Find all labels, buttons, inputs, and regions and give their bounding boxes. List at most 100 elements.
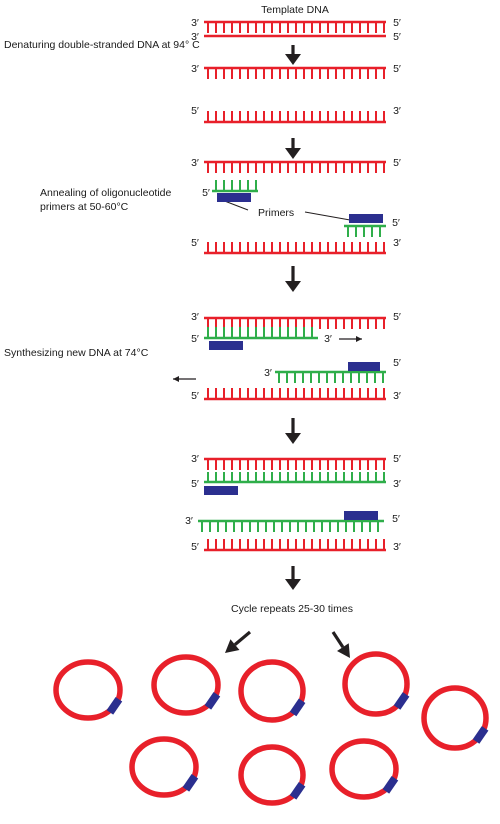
plasmid-8: [329, 738, 399, 800]
plasmids-group: [53, 651, 489, 806]
plasmid-ring: [238, 659, 306, 723]
step-synthesizing-label: Synthesizing new DNA at 74°C: [4, 347, 149, 359]
dna-strands-group: 3′ 5′ 3′ 5′ 3′ 5′ 5′ 3′ 3′ 5′ 5′ 5′ 5′ 3′ 3′ 5′ 5′ 3′ 3′ 5′…: [185, 17, 401, 553]
primer-left-5-label: 5′: [202, 187, 210, 199]
extension-arrow-right-head: [356, 336, 362, 342]
plasmid-insert: [472, 726, 489, 744]
plasmid-ring: [329, 738, 399, 800]
synth-primer-left-block: [209, 341, 243, 350]
arrow-down-3-head: [285, 281, 301, 292]
anneal-bottom-5-label: 5′: [191, 237, 199, 249]
primer-left-block: [217, 193, 251, 202]
arrow-down-4-head: [285, 433, 301, 444]
primer-pointer-right: [304, 211, 351, 221]
plasmid-insert: [182, 773, 199, 792]
plasmid-ring: [53, 659, 123, 721]
plasmid-ring: [342, 651, 410, 717]
plasmid-insert: [382, 775, 399, 794]
arrow-down-2: [285, 138, 301, 159]
plasmid-5: [421, 685, 489, 751]
step-annealing-label-line1: Annealing of oligonucleotide: [40, 187, 172, 199]
arrows-group: [173, 45, 362, 658]
template-bottom-3-label: 3′: [191, 31, 199, 43]
anneal-bottom-3-label: 3′: [393, 237, 401, 249]
synth-bottom-strand: [204, 388, 386, 401]
final-a-primer-block: [204, 486, 238, 495]
plasmid-ring: [421, 685, 489, 751]
final-b-new-3-label: 3′: [185, 515, 193, 527]
final-a-new-5-label: 5′: [191, 478, 199, 490]
plasmid-insert: [204, 691, 221, 710]
anneal-top-3-label: 3′: [191, 157, 199, 169]
synth-bottom-new-3-label: 3′: [264, 367, 272, 379]
arrow-down-4: [285, 418, 301, 444]
arrow-down-5: [285, 566, 301, 590]
primer-right-block: [349, 214, 383, 223]
primer-right-strand: [344, 224, 386, 237]
step-annealing-label-line2: primers at 50-60°C: [40, 201, 129, 213]
plasmid-1: [53, 659, 123, 721]
template-top-5-label: 5′: [393, 17, 401, 29]
final-a-top-5-label: 5′: [393, 453, 401, 465]
plasmid-2: [151, 654, 221, 716]
synth-new-3-label: 3′: [324, 333, 332, 345]
arrow-down-1-head: [285, 54, 301, 65]
arrow-diagonal-right-head: [337, 643, 350, 658]
synth-new-5-label: 5′: [191, 333, 199, 345]
plasmid-insert: [289, 781, 306, 800]
arrow-down-3: [285, 266, 301, 292]
synth-top-5-label: 5′: [393, 311, 401, 323]
template-top-strand: [204, 20, 386, 33]
final-b-bottom-strand: [204, 539, 386, 552]
arrow-down-5-head: [285, 579, 301, 590]
synth-bottom-3-label: 3′: [393, 390, 401, 402]
denatured-top-5-label: 5′: [393, 63, 401, 75]
synth-bottom-new-5-label: 5′: [393, 357, 401, 369]
template-bottom-5-label: 5′: [393, 31, 401, 43]
synth-new-top-strand: [204, 327, 318, 340]
synth-bottom-5-label: 5′: [191, 390, 199, 402]
primer-left-strand: [212, 180, 258, 193]
plasmid-7: [238, 744, 306, 806]
cycle-repeats-label: Cycle repeats 25-30 times: [231, 603, 353, 615]
synth-primer-right-block: [348, 362, 380, 371]
arrow-down-1: [285, 45, 301, 65]
plasmid-6: [129, 736, 199, 798]
arrow-diagonal-left-shaft: [233, 630, 252, 646]
final-a-top-strand: [204, 457, 386, 470]
anneal-bottom-strand: [204, 242, 386, 255]
plasmid-insert: [106, 696, 123, 715]
extension-arrow-left: [173, 376, 196, 382]
arrow-down-2-head: [285, 148, 301, 159]
denatured-top-strand: [204, 66, 386, 79]
plasmid-4: [342, 651, 410, 717]
primers-label: Primers: [258, 207, 294, 219]
arrow-diagonal-left: [225, 630, 252, 653]
arrow-diagonal-right: [331, 631, 350, 658]
final-b-new-5-label: 5′: [392, 513, 400, 525]
arrow-diagonal-right-shaft: [331, 631, 345, 648]
step-denaturing-label: Denaturing double-stranded DNA at 94° C: [4, 39, 200, 51]
plasmid-insert: [289, 698, 306, 717]
final-a-new-3-label: 3′: [393, 478, 401, 490]
arrow-diagonal-left-head: [225, 639, 240, 653]
plasmid-3: [238, 659, 306, 723]
primer-right-5-label: 5′: [392, 217, 400, 229]
final-b-bottom-5-label: 5′: [191, 541, 199, 553]
anneal-top-5-label: 5′: [393, 157, 401, 169]
final-b-primer-block: [344, 511, 378, 520]
extension-arrow-left-head: [173, 376, 179, 382]
template-dna-title: Template DNA: [261, 4, 329, 16]
plasmid-ring: [238, 744, 306, 806]
synth-new-bottom-strand: [275, 370, 386, 383]
plasmid-ring: [151, 654, 221, 716]
synth-top-3-label: 3′: [191, 311, 199, 323]
final-a-top-3-label: 3′: [191, 453, 199, 465]
template-top-3-label: 3′: [191, 17, 199, 29]
denatured-bottom-strand: [204, 111, 386, 124]
plasmid-ring: [129, 736, 199, 798]
denatured-bottom-3-label: 3′: [393, 105, 401, 117]
denatured-bottom-5-label: 5′: [191, 105, 199, 117]
denatured-top-3-label: 3′: [191, 63, 199, 75]
